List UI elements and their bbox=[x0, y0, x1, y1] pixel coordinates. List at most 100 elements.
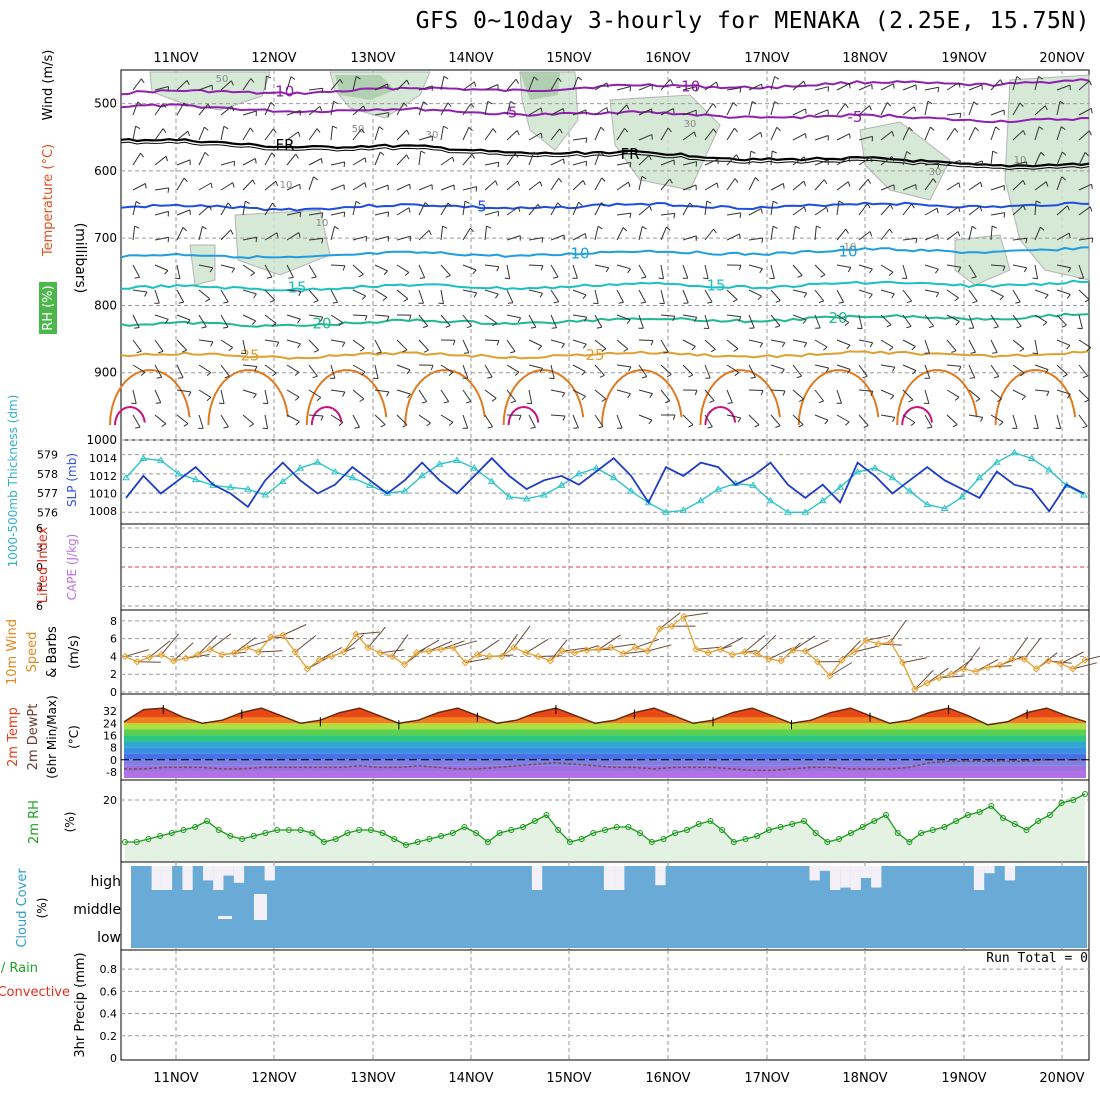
rh-marker bbox=[520, 824, 526, 830]
upper-wind-barb-flag bbox=[561, 392, 566, 398]
upper-wind-barb bbox=[528, 264, 544, 267]
upper-wind-barb-flag bbox=[991, 225, 997, 229]
upper-wind-barb bbox=[704, 414, 713, 428]
wind10-marker bbox=[862, 636, 870, 645]
upper-wind-barb bbox=[550, 158, 564, 166]
upper-wind-barb bbox=[374, 83, 388, 91]
wind10-marker bbox=[558, 647, 567, 655]
thickness-tick-label: 579 bbox=[37, 449, 58, 462]
upper-wind-barb bbox=[572, 160, 587, 166]
upper-wind-barb-flag bbox=[734, 178, 739, 183]
rh-marker bbox=[227, 833, 234, 839]
wind10-barb bbox=[452, 640, 478, 649]
upper-wind-barb bbox=[902, 184, 917, 191]
upper-wind-barb bbox=[726, 314, 741, 318]
upper-wind-barb bbox=[726, 339, 739, 350]
upper-wind-barb bbox=[1034, 314, 1048, 323]
upper-wind-barb-flag bbox=[935, 292, 940, 298]
label-thickness: 1000-500mb Thickness (dm) bbox=[6, 395, 20, 568]
isotherm-line bbox=[120, 350, 1090, 360]
upper-wind-barb bbox=[990, 364, 1000, 377]
wind10-marker bbox=[643, 647, 652, 655]
upper-wind-barb bbox=[308, 128, 318, 141]
rh-marker bbox=[918, 830, 925, 836]
date-label-top: 15NOV bbox=[546, 51, 591, 66]
wind10-marker bbox=[947, 670, 956, 678]
upper-wind-barb-flag bbox=[937, 87, 940, 93]
cloud-clear-bar bbox=[830, 866, 841, 890]
upper-wind-barb bbox=[946, 112, 961, 116]
upper-wind-barb-flag bbox=[448, 372, 454, 376]
wind10-barb bbox=[829, 662, 853, 677]
upper-wind-barb bbox=[484, 210, 499, 216]
upper-wind-barb-flag bbox=[775, 325, 781, 328]
wind10-barb bbox=[914, 669, 934, 690]
upper-wind-barb-flag bbox=[288, 276, 294, 279]
upper-wind-barb bbox=[968, 289, 978, 302]
upper-wind-barb-flag bbox=[862, 375, 868, 379]
upper-wind-barb-flag bbox=[739, 212, 742, 218]
upper-wind-barb-flag bbox=[826, 207, 829, 213]
cloud-clear-bar bbox=[840, 866, 851, 888]
upper-wind-barb-flag bbox=[716, 182, 719, 188]
upper-wind-barb-flag bbox=[958, 206, 961, 212]
wind10-marker bbox=[959, 665, 968, 673]
cloud-clear-bar bbox=[614, 866, 625, 890]
wind10-barb bbox=[148, 640, 171, 658]
upper-wind-barb bbox=[836, 364, 851, 370]
wind10-marker bbox=[534, 652, 542, 661]
upper-wind-barb-flag bbox=[231, 268, 236, 273]
temp-tick-label: 32 bbox=[103, 705, 117, 718]
label-precip-convective: Convective bbox=[0, 985, 70, 1000]
cloud-level-high: high bbox=[90, 874, 121, 890]
upper-wind-barb bbox=[286, 232, 300, 241]
upper-wind-barb-flag bbox=[1061, 324, 1067, 328]
upper-wind-barb bbox=[594, 177, 603, 191]
upper-wind-barb bbox=[506, 153, 516, 166]
upper-wind-barb-flag bbox=[915, 238, 918, 244]
upper-wind-barb-flag bbox=[487, 100, 493, 105]
cloud-clear-bar bbox=[1004, 866, 1016, 881]
upper-wind-barb-flag bbox=[316, 128, 321, 133]
upper-wind-barb-flag bbox=[537, 204, 542, 209]
upper-wind-barb-flag bbox=[266, 75, 272, 79]
upper-wind-barb bbox=[462, 103, 472, 116]
rh-marker bbox=[1035, 818, 1042, 824]
isotherm-line bbox=[120, 246, 1090, 260]
upper-wind-barb-flag bbox=[320, 415, 324, 421]
upper-wind-barb-flag bbox=[167, 237, 170, 243]
upper-wind-barb-flag bbox=[1091, 237, 1094, 243]
upper-wind-barb bbox=[396, 183, 410, 191]
upper-wind-barb bbox=[220, 314, 229, 328]
rh-marker bbox=[929, 827, 936, 833]
upper-wind-barb-flag bbox=[230, 80, 234, 86]
date-label-bottom: 11NOV bbox=[153, 1071, 198, 1086]
rh-marker bbox=[438, 833, 445, 839]
wind10-marker bbox=[874, 640, 883, 648]
upper-wind-barb bbox=[594, 226, 599, 241]
upper-wind-barb-flag bbox=[910, 422, 916, 426]
upper-wind-barb bbox=[528, 132, 542, 141]
upper-wind-barb-flag bbox=[997, 398, 1002, 403]
rh-marker bbox=[801, 818, 807, 824]
upper-wind-barb-flag bbox=[131, 402, 137, 405]
rh-marker bbox=[157, 833, 164, 839]
upper-wind-barb bbox=[704, 289, 713, 303]
upper-wind-barb-flag bbox=[135, 426, 141, 429]
upper-wind-barb-flag bbox=[164, 318, 169, 324]
upper-wind-barb-flag bbox=[321, 88, 324, 94]
slp-tick-label: 1008 bbox=[89, 505, 117, 518]
isotherm-label: 20 bbox=[312, 315, 331, 333]
upper-wind-barb-flag bbox=[224, 375, 230, 379]
upper-wind-barb-flag bbox=[430, 365, 434, 371]
date-label-bottom: 20NOV bbox=[1039, 1071, 1084, 1086]
upper-wind-barb bbox=[660, 127, 669, 141]
upper-wind-barb-flag bbox=[846, 369, 851, 374]
upper-wind-barb-flag bbox=[973, 101, 978, 106]
upper-wind-barb bbox=[132, 414, 141, 428]
upper-wind-barb bbox=[858, 135, 873, 141]
upper-wind-barb bbox=[440, 389, 450, 402]
upper-wind-barb bbox=[726, 414, 741, 419]
upper-wind-barb bbox=[924, 289, 939, 294]
upper-wind-barb bbox=[154, 414, 167, 425]
